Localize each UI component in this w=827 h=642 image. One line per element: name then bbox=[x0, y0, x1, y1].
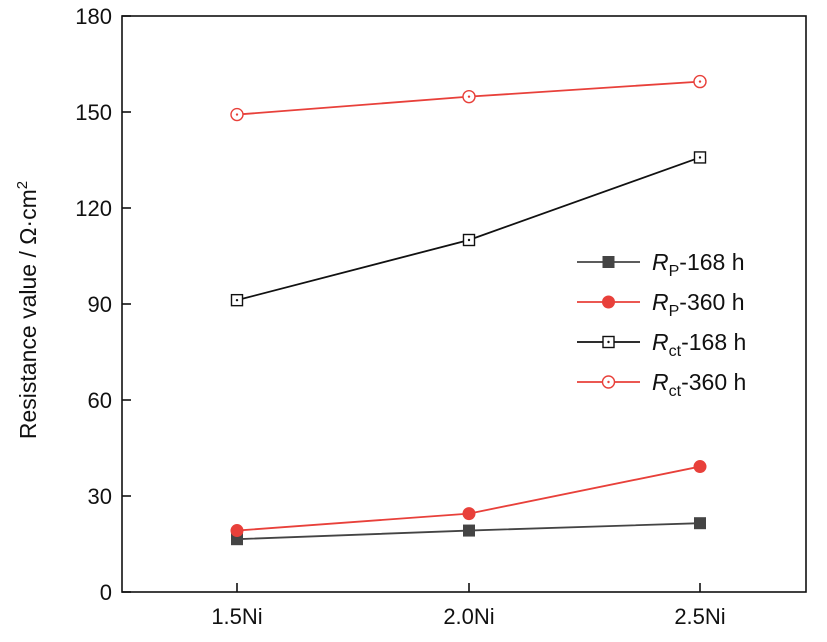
legend-label-2: Rct-168 h bbox=[652, 329, 746, 360]
y-tick-label-2: 60 bbox=[88, 388, 112, 413]
axes: 0 30 60 90 120 150 180 1.5Ni 2.0Ni 2.5Ni bbox=[75, 4, 807, 629]
legend-item-2: Rct-168 h bbox=[577, 329, 746, 360]
legend-marker-2-dot bbox=[607, 340, 610, 344]
legend-item-1: RP-360 h bbox=[577, 289, 745, 320]
x-tick-label-2: 2.5Ni bbox=[674, 604, 725, 629]
y-axis-title-superscript: 2 bbox=[14, 181, 31, 189]
legend-label-3: Rct-360 h bbox=[652, 369, 746, 400]
series-2-point-0 bbox=[230, 293, 244, 307]
legend-marker-3 bbox=[601, 375, 616, 389]
legend-marker-2 bbox=[602, 335, 615, 349]
series-1-line bbox=[236, 465, 701, 532]
x-tick-label-1: 2.0Ni bbox=[443, 604, 494, 629]
series-3-point-0-dot bbox=[235, 113, 239, 116]
x-tick-label-0: 1.5Ni bbox=[211, 604, 262, 629]
y-tick-label-1: 30 bbox=[88, 484, 112, 509]
y-tick-label-4: 120 bbox=[75, 196, 112, 221]
series-2-point-2 bbox=[693, 151, 707, 164]
series-3-point-1-dot bbox=[467, 95, 471, 98]
series-0-point-1 bbox=[463, 524, 475, 537]
series-3-point-2-dot bbox=[698, 80, 702, 83]
series-2-point-1-dot bbox=[467, 238, 471, 242]
series-2-line bbox=[236, 156, 701, 302]
series-3 bbox=[230, 74, 707, 122]
series-1 bbox=[230, 460, 707, 538]
series-0 bbox=[231, 517, 706, 546]
series-0-point-2 bbox=[694, 517, 706, 530]
series-3-point-0 bbox=[230, 107, 244, 122]
legend: RP-168 h RP-360 h Rct-168 h Rct-360 h bbox=[577, 249, 746, 400]
series-2 bbox=[230, 151, 707, 307]
series-layer bbox=[230, 74, 707, 546]
series-2-point-0-dot bbox=[235, 298, 239, 302]
series-2-point-1 bbox=[462, 233, 476, 247]
y-axis-title-text: Resistance value / Ω·cm bbox=[15, 189, 41, 439]
y-tick-label-3: 90 bbox=[88, 292, 112, 317]
legend-marker-3-dot bbox=[607, 380, 610, 384]
y-axis-title: Resistance value / Ω·cm2 bbox=[14, 181, 41, 439]
y-tick-label-5: 150 bbox=[75, 100, 112, 125]
legend-marker-0 bbox=[602, 256, 615, 268]
series-1-point-1 bbox=[462, 507, 476, 521]
series-1-point-2 bbox=[693, 460, 707, 474]
y-tick-label-6: 180 bbox=[75, 4, 112, 29]
series-2-point-2-dot bbox=[698, 156, 702, 159]
legend-item-0: RP-168 h bbox=[577, 249, 745, 280]
legend-label-1: RP-360 h bbox=[652, 289, 745, 320]
series-3-point-2 bbox=[693, 74, 707, 89]
legend-marker-1 bbox=[602, 295, 615, 309]
legend-label-0: RP-168 h bbox=[652, 249, 745, 280]
y-tick-label-0: 0 bbox=[100, 580, 112, 605]
series-3-point-1 bbox=[462, 89, 476, 104]
series-1-point-0 bbox=[230, 524, 244, 538]
legend-item-3: Rct-360 h bbox=[577, 369, 746, 400]
